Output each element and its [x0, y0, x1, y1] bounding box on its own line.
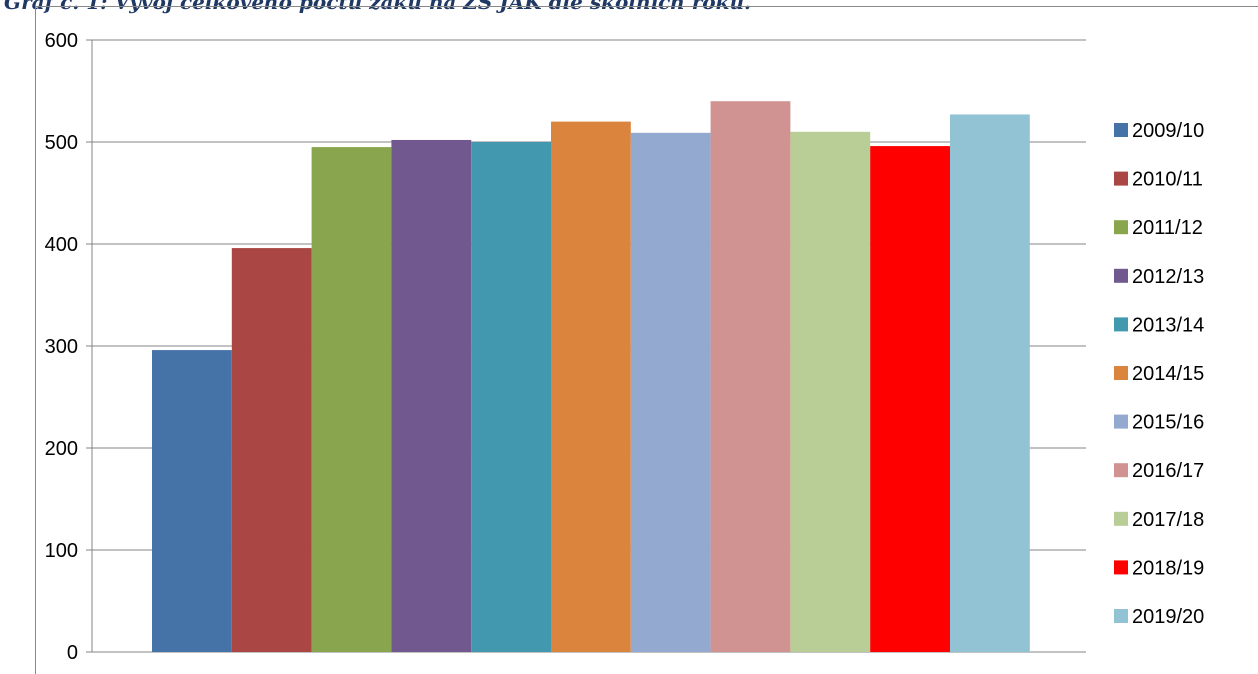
legend-swatch: [1114, 317, 1128, 332]
legend-label: 2011/12: [1132, 217, 1203, 239]
legend-swatch: [1114, 560, 1128, 575]
page-title: Graf č. 1: Vývoj celkového počtu žáků na…: [4, 0, 751, 14]
bar-2011-12: [311, 147, 392, 652]
legend-label: 2015/16: [1132, 412, 1204, 434]
y-tick-label: 600: [45, 30, 78, 52]
legend-swatch: [1114, 414, 1128, 429]
y-tick-label: 0: [67, 642, 78, 664]
legend: 2009/10 2010/11 2011/12 2012/13 2013/14 2014/…: [1114, 120, 1204, 628]
legend-swatch: [1114, 123, 1128, 137]
bar-2010-11: [231, 248, 312, 652]
y-tick-label: 200: [45, 438, 78, 460]
legend-label: 2017/18: [1132, 509, 1204, 531]
bar-2019-20: [950, 114, 1030, 652]
legend-swatch: [1114, 366, 1128, 380]
legend-label: 2009/10: [1132, 120, 1204, 142]
bar-2018-19: [870, 146, 950, 652]
legend-label: 2019/20: [1132, 606, 1204, 628]
y-axis: 0 100 200 300 400 500 600: [45, 30, 93, 664]
legend-label: 2014/15: [1132, 363, 1204, 385]
legend-label: 2010/11: [1132, 169, 1203, 191]
bars: [152, 101, 1030, 653]
bar-2009-10: [152, 350, 232, 652]
legend-label: 2018/19: [1132, 557, 1204, 579]
y-tick-label: 400: [45, 234, 78, 256]
y-tick-label: 500: [45, 132, 78, 154]
y-tick-label: 100: [45, 540, 78, 562]
bar-2017-18: [790, 131, 871, 653]
legend-swatch: [1114, 511, 1128, 526]
legend-swatch: [1114, 171, 1128, 186]
bar-2016-17: [710, 101, 791, 652]
legend-label: 2013/14: [1132, 314, 1204, 336]
chart-frame: [35, 6, 1258, 674]
legend-label: 2012/13: [1132, 266, 1204, 288]
bar-2014-15: [551, 121, 631, 653]
legend-swatch: [1114, 220, 1128, 235]
legend-swatch: [1114, 268, 1128, 283]
bar-2015-16: [630, 132, 711, 652]
bar-2012-13: [391, 139, 472, 652]
y-tick-label: 300: [45, 336, 78, 358]
legend-swatch: [1114, 463, 1128, 478]
legend-swatch: [1114, 609, 1128, 623]
legend-label: 2016/17: [1132, 460, 1204, 482]
bar-2013-14: [471, 142, 551, 652]
